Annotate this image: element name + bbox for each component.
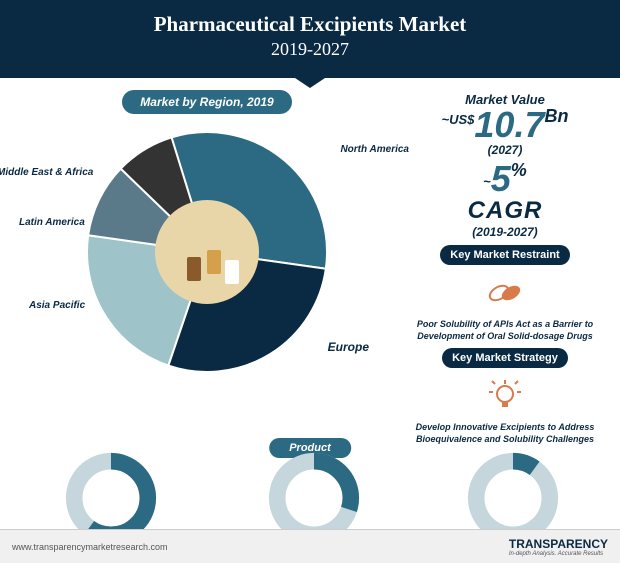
strategy-title: Key Market Strategy [442, 348, 568, 368]
mv-suffix: Bn [544, 106, 568, 126]
mv-value: 10.7 [474, 104, 544, 145]
title: Pharmaceutical Excipients Market [0, 12, 620, 37]
logo-text: TRANSPARENCY [509, 537, 608, 551]
cagr-tilde: ~ [483, 174, 491, 189]
footer-logo: TRANSPARENCY In-depth Analysis. Accurate… [509, 537, 608, 557]
cagr-value: 5 [491, 158, 511, 199]
restraint-title: Key Market Restraint [440, 245, 569, 265]
pill-icon [483, 271, 527, 315]
region-label-me: Middle East & Africa [0, 167, 93, 178]
footer: www.transparencymarketresearch.com TRANS… [0, 529, 620, 563]
right-column: Market Value ~US$10.7Bn (2027) ~5% CAGR … [402, 90, 608, 446]
restraint-text: Poor Solubility of APIs Act as a Barrier… [402, 319, 608, 342]
footer-url: www.transparencymarketresearch.com [12, 542, 168, 552]
cagr-label: CAGR [402, 197, 608, 225]
region-label-la: Latin America [19, 217, 85, 228]
logo-sub: In-depth Analysis. Accurate Results [509, 551, 608, 557]
mv-year: (2027) [402, 143, 608, 157]
infographic-container: Pharmaceutical Excipients Market 2019-20… [0, 0, 620, 563]
mv-prefix: ~US$ [442, 112, 475, 127]
region-label-na: North America [340, 144, 409, 155]
cagr-number: ~5% [402, 161, 608, 197]
cagr-pct: % [511, 160, 527, 180]
left-column: Market by Region, 2019 North America Eur… [12, 90, 402, 446]
strategy-text: Develop Innovative Excipients to Address… [402, 422, 608, 445]
main-content: Market by Region, 2019 North America Eur… [0, 78, 620, 446]
cagr-period: (2019-2027) [402, 225, 608, 239]
market-value-number: ~US$10.7Bn [402, 107, 608, 143]
region-label-eu: Europe [328, 340, 369, 354]
bulb-icon [483, 374, 527, 418]
header: Pharmaceutical Excipients Market 2019-20… [0, 0, 620, 78]
region-label-ap: Asia Pacific [29, 300, 85, 311]
subtitle: 2019-2027 [0, 39, 620, 60]
region-pie-chart: North America Europe Asia Pacific Latin … [77, 122, 337, 382]
region-badge: Market by Region, 2019 [122, 90, 291, 114]
